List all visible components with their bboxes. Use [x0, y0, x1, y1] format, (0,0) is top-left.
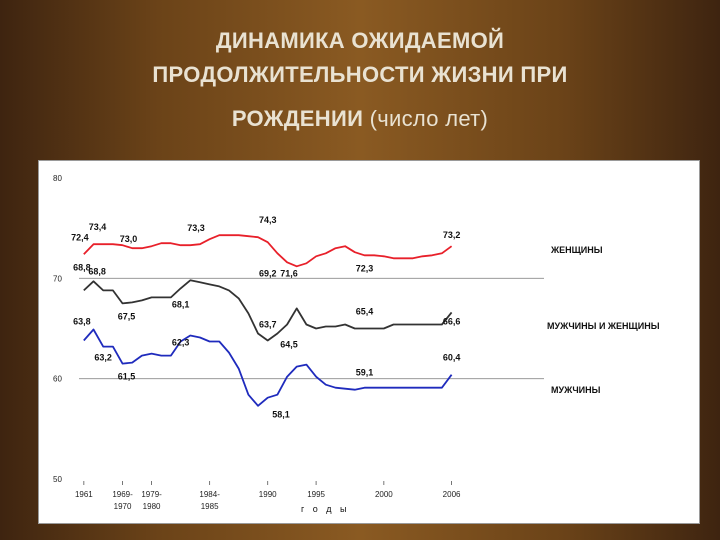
data-label: 72,3: [356, 263, 374, 273]
series-line-1: [83, 279, 453, 342]
series-name-label: ЖЕНЩИНЫ: [550, 245, 603, 255]
slide-title-unit: (число лет): [369, 106, 489, 131]
data-label: 73,2: [443, 230, 461, 240]
data-label: 68,8: [73, 262, 91, 272]
chart-panel: 80 70 60 50 1961 1969- 1970 1979- 1980 1984- 1985 1…: [38, 160, 700, 524]
data-label: 62,3: [172, 338, 190, 348]
slide-title-line-1: ДИНАМИКА ОЖИДАЕМОЙ: [215, 28, 505, 53]
life-expectancy-chart: 80 70 60 50 1961 1969- 1970 1979- 1980 1984- 1985 1…: [53, 174, 660, 514]
slide-title-word: РОЖДЕНИИ: [231, 106, 364, 131]
data-label: 68,1: [172, 299, 190, 309]
data-label: 61,5: [118, 372, 136, 382]
data-label: 58,1: [272, 410, 290, 420]
series-name-label: МУЖЧИНЫ И ЖЕНЩИНЫ: [547, 321, 660, 331]
data-label: 67,5: [118, 311, 136, 321]
data-label: 68,8: [88, 266, 106, 276]
x-tick-label: 1990: [259, 490, 277, 499]
data-label: 66,6: [443, 316, 461, 326]
data-label: 72,4: [71, 232, 89, 242]
y-tick-label: 80: [53, 174, 62, 183]
slide-title-line-3: РОЖДЕНИИ (число лет): [0, 106, 720, 132]
x-tick-label: 1984-: [199, 490, 220, 499]
x-tick-label: 1979-: [141, 490, 162, 499]
data-label: 63,2: [94, 353, 112, 363]
data-label: 60,4: [443, 353, 461, 363]
x-tick-label: 2000: [375, 490, 393, 499]
slide-title-line-2: ПРОДОЛЖИТЕЛЬНОСТИ ЖИЗНИ ПРИ: [152, 62, 568, 87]
data-label: 69,2: [259, 268, 277, 278]
x-axis-label: г о д ы: [301, 504, 350, 514]
series-line-2: [83, 328, 453, 407]
x-tick-label: 1985: [201, 502, 219, 511]
data-label: 73,3: [187, 223, 205, 233]
data-label: 74,3: [259, 215, 277, 225]
x-tick-label: 1970: [114, 502, 132, 511]
series-line-0: [83, 234, 453, 268]
y-tick-label: 70: [53, 274, 62, 283]
data-label: 63,8: [73, 317, 91, 327]
x-tick-label: 1961: [75, 490, 93, 499]
series-name-label: МУЖЧИНЫ: [551, 385, 601, 395]
data-label: 59,1: [356, 368, 374, 378]
y-tick-label: 50: [53, 475, 62, 484]
data-label: 71,6: [280, 268, 298, 278]
data-label: 63,7: [259, 320, 277, 330]
x-tick-label: 1995: [307, 490, 325, 499]
data-label: 65,4: [356, 306, 374, 316]
x-tick-label: 1980: [143, 502, 161, 511]
x-tick-label: 2006: [443, 490, 461, 499]
data-label: 64,5: [280, 340, 298, 350]
data-label: 73,4: [89, 222, 107, 232]
data-label: 73,0: [120, 234, 138, 244]
y-tick-label: 60: [53, 375, 62, 384]
x-tick-label: 1969-: [112, 490, 133, 499]
